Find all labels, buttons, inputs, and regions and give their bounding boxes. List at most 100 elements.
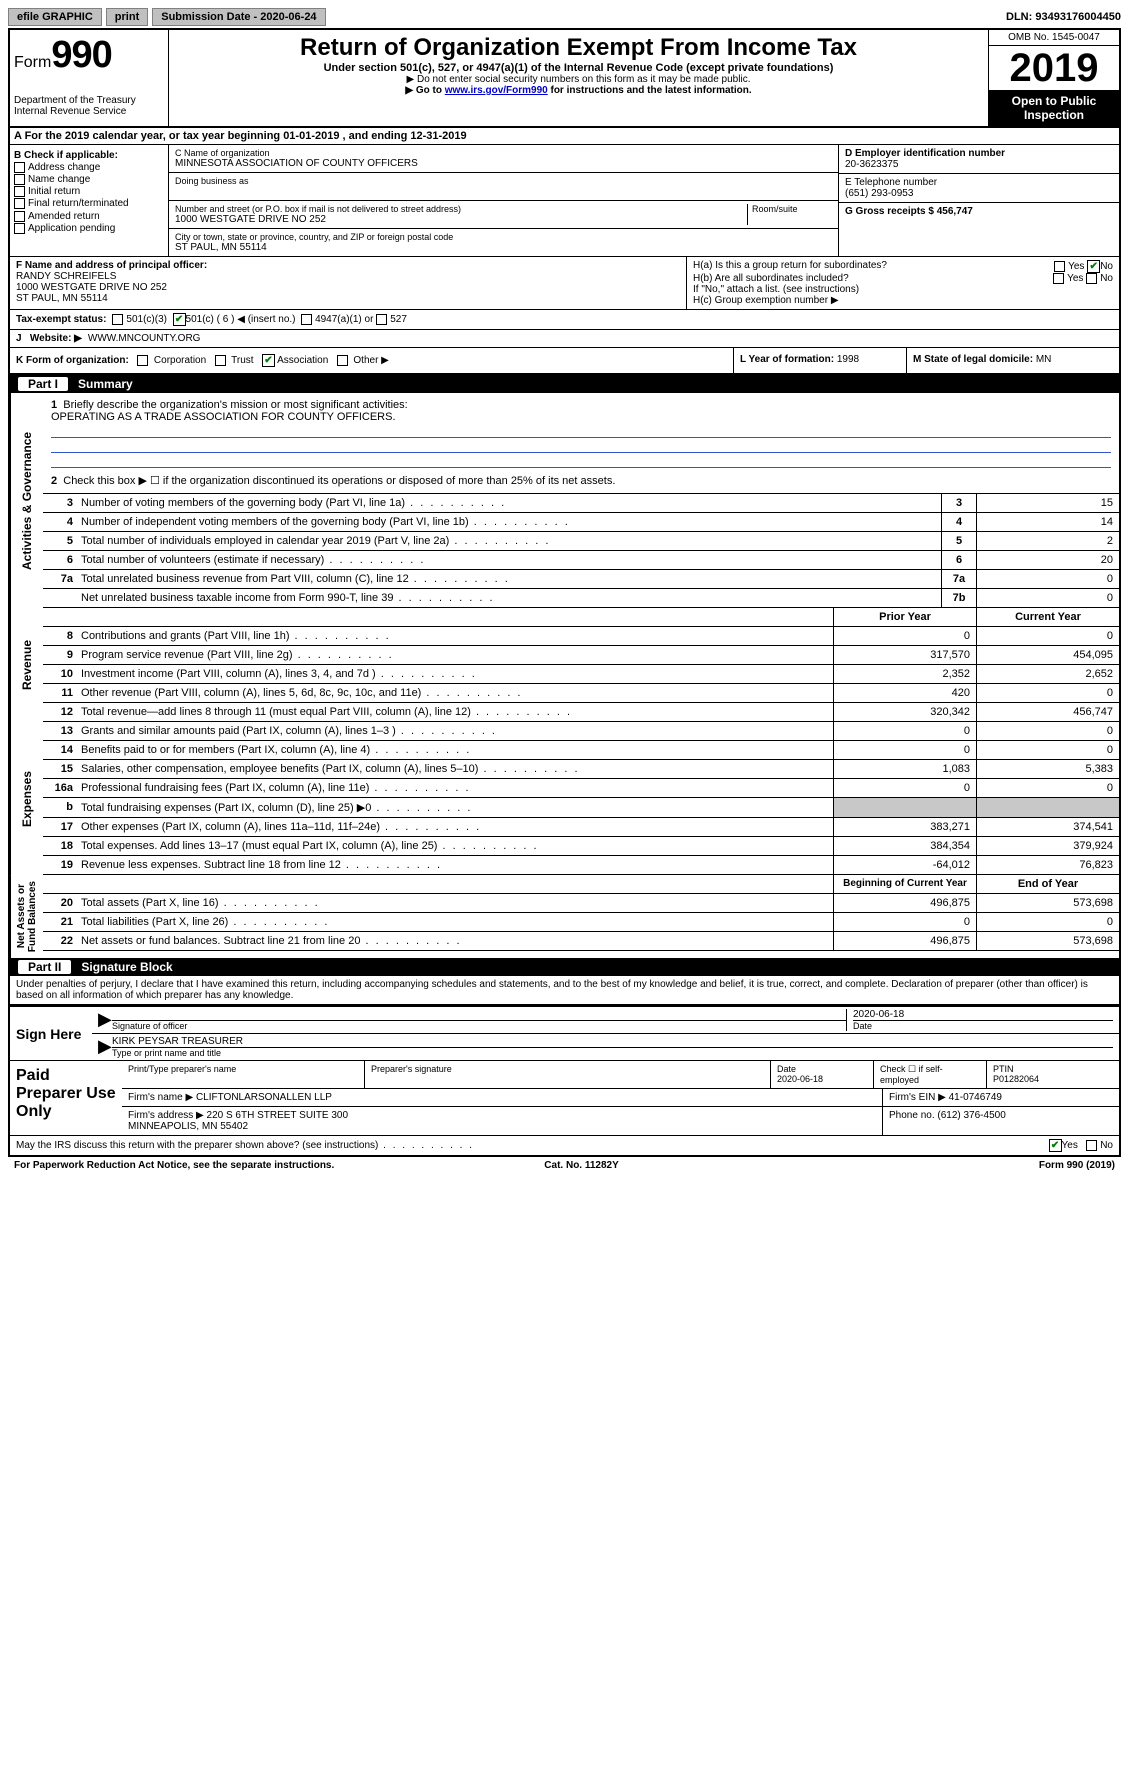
data-line: 17Other expenses (Part IX, column (A), l… bbox=[43, 818, 1119, 837]
signature-label: Signature of officer bbox=[112, 1020, 846, 1031]
activities-governance: Activities & Governance 1 Briefly descri… bbox=[10, 393, 1119, 608]
street-address: 1000 WESTGATE DRIVE NO 252 bbox=[175, 214, 747, 225]
header-right: OMB No. 1545-0047 2019 Open to Public In… bbox=[988, 30, 1119, 126]
preparer-sig-label: Preparer's signature bbox=[365, 1061, 771, 1088]
data-line: 11Other revenue (Part VIII, column (A), … bbox=[43, 684, 1119, 703]
city-label: City or town, state or province, country… bbox=[175, 232, 832, 242]
subtitle-3: ▶ Go to www.irs.gov/Form990 for instruct… bbox=[177, 85, 980, 96]
header-mid: Return of Organization Exempt From Incom… bbox=[169, 30, 988, 126]
gov-line: 7aTotal unrelated business revenue from … bbox=[43, 570, 1119, 589]
data-line: 14Benefits paid to or for members (Part … bbox=[43, 741, 1119, 760]
expenses-section: Expenses 13Grants and similar amounts pa… bbox=[10, 722, 1119, 875]
col-c-org-info: C Name of organization MINNESOTA ASSOCIA… bbox=[169, 145, 839, 256]
efile-button[interactable]: efile GRAPHIC bbox=[8, 8, 102, 26]
section-bcd: B Check if applicable: Address change Na… bbox=[10, 145, 1119, 257]
room-suite: Room/suite bbox=[747, 204, 832, 225]
vtab-expenses: Expenses bbox=[10, 722, 43, 875]
data-line: 15Salaries, other compensation, employee… bbox=[43, 760, 1119, 779]
data-line: 21Total liabilities (Part X, line 26)00 bbox=[43, 913, 1119, 932]
firm-phone: (612) 376-4500 bbox=[937, 1110, 1005, 1121]
data-line: 16aProfessional fundraising fees (Part I… bbox=[43, 779, 1119, 798]
paid-preparer-section: Paid Preparer Use Only Print/Type prepar… bbox=[10, 1060, 1119, 1135]
data-line: 13Grants and similar amounts paid (Part … bbox=[43, 722, 1119, 741]
form-title: Return of Organization Exempt From Incom… bbox=[177, 34, 980, 62]
sign-here-label: Sign Here bbox=[10, 1007, 92, 1060]
sign-here-section: Sign Here ▶ Signature of officer 2020-06… bbox=[10, 1005, 1119, 1060]
org-name-label: C Name of organization bbox=[175, 148, 832, 158]
vtab-net-assets: Net Assets or Fund Balances bbox=[10, 875, 43, 958]
part-1-header: Part I Summary bbox=[10, 375, 1119, 393]
print-button[interactable]: print bbox=[106, 8, 148, 26]
cb-application-pending[interactable]: Application pending bbox=[14, 223, 164, 234]
phone-label: E Telephone number bbox=[845, 177, 1113, 188]
data-line: 20Total assets (Part X, line 16)496,8755… bbox=[43, 894, 1119, 913]
data-line: 18Total expenses. Add lines 13–17 (must … bbox=[43, 837, 1119, 856]
cb-initial-return[interactable]: Initial return bbox=[14, 186, 164, 197]
omb-number: OMB No. 1545-0047 bbox=[989, 30, 1119, 46]
form-990: Form990 Department of the Treasury Inter… bbox=[8, 28, 1121, 1157]
cb-final-return[interactable]: Final return/terminated bbox=[14, 198, 164, 209]
group-return: H(a) Is this a group return for subordin… bbox=[687, 257, 1119, 309]
sign-date: 2020-06-18 bbox=[853, 1009, 1113, 1020]
principal-officer: F Name and address of principal officer:… bbox=[10, 257, 687, 309]
row-a-tax-year: A For the 2019 calendar year, or tax yea… bbox=[10, 128, 1119, 145]
tax-year: 2019 bbox=[989, 46, 1119, 90]
gov-line: 5Total number of individuals employed in… bbox=[43, 532, 1119, 551]
ein-label: D Employer identification number bbox=[845, 148, 1005, 159]
ein-value: 20-3623375 bbox=[845, 159, 1113, 170]
vtab-revenue: Revenue bbox=[10, 608, 43, 722]
gross-receipts-value: 456,747 bbox=[937, 206, 973, 217]
mission-block: 1 Briefly describe the organization's mi… bbox=[43, 393, 1119, 494]
gov-line: 6Total number of volunteers (estimate if… bbox=[43, 551, 1119, 570]
form-prefix: Form bbox=[14, 54, 51, 71]
firm-name: CLIFTONLARSONALLEN LLP bbox=[196, 1092, 332, 1103]
form-id-footer: Form 990 (2019) bbox=[1039, 1160, 1115, 1171]
irs-link[interactable]: www.irs.gov/Form990 bbox=[445, 85, 548, 96]
cb-name-change[interactable]: Name change bbox=[14, 174, 164, 185]
irs-discuss-row: May the IRS discuss this return with the… bbox=[10, 1135, 1119, 1155]
address-label: Number and street (or P.O. box if mail i… bbox=[175, 204, 747, 214]
cb-address-change[interactable]: Address change bbox=[14, 162, 164, 173]
data-line: 22Net assets or fund balances. Subtract … bbox=[43, 932, 1119, 951]
revenue-header: Prior Year Current Year bbox=[43, 608, 1119, 627]
form-number: 990 bbox=[51, 34, 111, 76]
officer-name: KIRK PEYSAR TREASURER bbox=[112, 1036, 1113, 1047]
data-line: 19Revenue less expenses. Subtract line 1… bbox=[43, 856, 1119, 875]
part-2-header: Part II Signature Block bbox=[10, 958, 1119, 976]
submission-date: Submission Date - 2020-06-24 bbox=[152, 8, 325, 26]
data-line: bTotal fundraising expenses (Part IX, co… bbox=[43, 798, 1119, 818]
ptin-value: P01282064 bbox=[993, 1074, 1039, 1084]
website-value: WWW.MNCOUNTY.ORG bbox=[88, 333, 201, 344]
gov-line: Net unrelated business taxable income fr… bbox=[43, 589, 1119, 608]
phone-value: (651) 293-0953 bbox=[845, 188, 1113, 199]
data-line: 8Contributions and grants (Part VIII, li… bbox=[43, 627, 1119, 646]
preparer-name-label: Print/Type preparer's name bbox=[122, 1061, 365, 1088]
vtab-governance: Activities & Governance bbox=[10, 393, 43, 608]
open-inspection: Open to Public Inspection bbox=[989, 90, 1119, 126]
data-line: 12Total revenue—add lines 8 through 11 (… bbox=[43, 703, 1119, 722]
city-state-zip: ST PAUL, MN 55114 bbox=[175, 242, 832, 253]
perjury-statement: Under penalties of perjury, I declare th… bbox=[10, 976, 1119, 1005]
cb-amended-return[interactable]: Amended return bbox=[14, 211, 164, 222]
topbar: efile GRAPHIC print Submission Date - 20… bbox=[8, 8, 1121, 26]
catalog-number: Cat. No. 11282Y bbox=[544, 1160, 618, 1171]
section-fh: F Name and address of principal officer:… bbox=[10, 257, 1119, 310]
col-b-checkboxes: B Check if applicable: Address change Na… bbox=[10, 145, 169, 256]
gross-receipts-label: G Gross receipts $ bbox=[845, 206, 937, 217]
website-row: J Website: ▶ WWW.MNCOUNTY.ORG bbox=[10, 330, 1119, 348]
data-line: 9Program service revenue (Part VIII, lin… bbox=[43, 646, 1119, 665]
net-assets-section: Net Assets or Fund Balances Beginning of… bbox=[10, 875, 1119, 958]
dln: DLN: 93493176004450 bbox=[1006, 11, 1121, 23]
gov-line: 3Number of voting members of the governi… bbox=[43, 494, 1119, 513]
paid-preparer-label: Paid Preparer Use Only bbox=[10, 1061, 122, 1135]
form-header: Form990 Department of the Treasury Inter… bbox=[10, 30, 1119, 128]
gov-line: 4Number of independent voting members of… bbox=[43, 513, 1119, 532]
firm-ein: 41-0746749 bbox=[949, 1092, 1002, 1103]
self-employed-check[interactable]: Check ☐ if self-employed bbox=[874, 1061, 987, 1088]
footer: For Paperwork Reduction Act Notice, see … bbox=[8, 1157, 1121, 1174]
revenue-section: Revenue Prior Year Current Year 8Contrib… bbox=[10, 608, 1119, 722]
row-k: K Form of organization: Corporation Trus… bbox=[10, 348, 1119, 375]
net-header: Beginning of Current Year End of Year bbox=[43, 875, 1119, 894]
org-name: MINNESOTA ASSOCIATION OF COUNTY OFFICERS bbox=[175, 158, 832, 169]
subtitle-2: ▶ Do not enter social security numbers o… bbox=[177, 74, 980, 85]
